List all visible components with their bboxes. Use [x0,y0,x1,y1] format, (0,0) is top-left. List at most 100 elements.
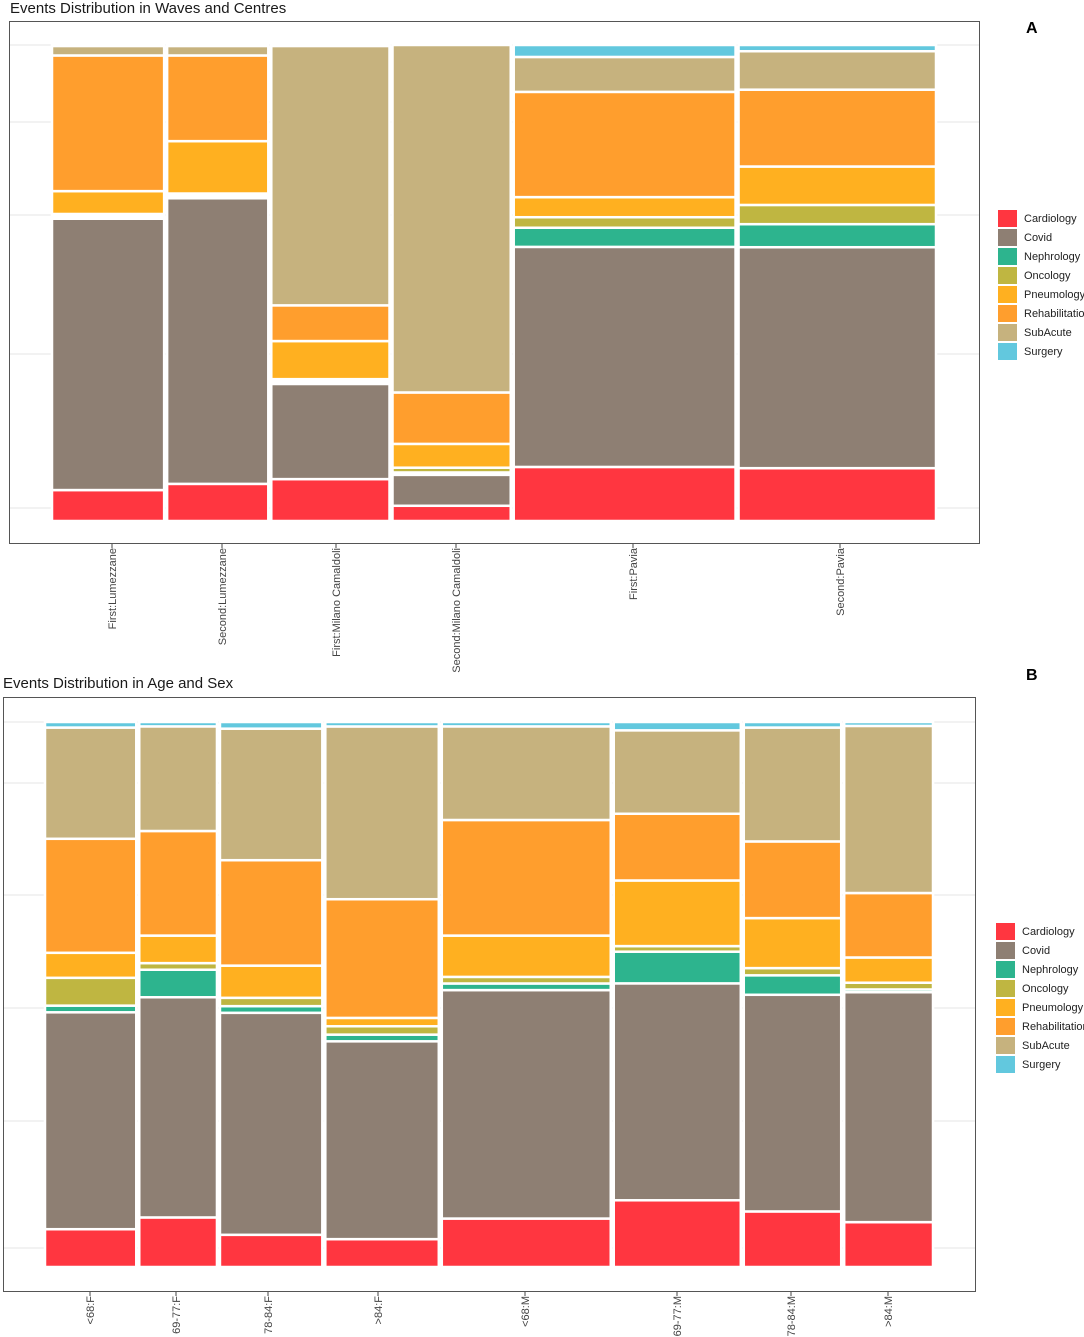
mosaic-tile-rehabilitation [270,304,391,343]
mosaic-tile-subacute [391,43,512,394]
mosaic-tile-surgery [612,720,743,732]
mosaic-column [138,720,219,1269]
mosaic-tile-rehabilitation [737,88,938,168]
mosaic-tile-pneumology [737,165,938,207]
legend-item-covid: Covid [996,941,1084,960]
mosaic-tile-subacute [842,724,935,895]
legend-label: Nephrology [1024,250,1081,263]
mosaic-tile-rehabilitation [842,891,935,959]
mosaic-column [440,720,613,1269]
legend-item-pneumology: Pneumology [998,285,1084,304]
legend-swatch [998,305,1017,322]
legend-label: Rehabilitation [1024,307,1084,320]
mosaic-tile-pneumology [742,916,843,970]
mosaic-tile-subacute [512,55,737,94]
mosaic-tile-cardiology [440,1217,613,1269]
legend-swatch [998,267,1017,284]
legend-swatch [996,942,1015,959]
legend-swatch [998,343,1017,360]
legend-label: Cardiology [1022,925,1075,938]
mosaic-tile-nephrology [612,950,743,985]
legend-label: SubAcute [1022,1039,1070,1052]
mosaic-tile-surgery [440,720,613,728]
mosaic-tile-cardiology [50,488,166,523]
mosaic-column [737,43,938,523]
chart-a-plot: First:Lumezzane Second:Lumezzane First:Mil… [10,43,979,673]
x-tick-label: 69-77:M [672,1296,684,1336]
mosaic-tile-rehabilitation [165,54,270,143]
mosaic-column [612,720,743,1269]
x-tick-label: 69-77:F [171,1296,183,1334]
mosaic-tile-covid [218,1011,324,1237]
legend-label: Pneumology [1024,288,1084,301]
x-tick-label: <68:F [85,1296,97,1325]
mosaic-tile-surgery [165,43,270,48]
legend-item-subacute: SubAcute [996,1036,1084,1055]
legend-label: Covid [1024,231,1053,244]
mosaic-tile-subacute [440,725,613,822]
mosaic-column [842,720,935,1269]
mosaic-tile-cardiology [612,1199,743,1269]
mosaic-tile-subacute [43,726,138,841]
legend-swatch [996,1056,1015,1073]
legend-label: Cardiology [1024,212,1077,225]
mosaic-tile-oncology [43,976,138,1007]
mosaic-tile-covid [270,382,391,481]
x-tick-label: Second:Lumezzane [217,548,229,645]
mosaic-tile-rehabilitation [391,391,512,446]
mosaic-column [50,43,166,523]
x-tick-label: First:Milano Camaldoli [331,548,343,657]
mosaic-tile-surgery [742,720,843,729]
x-tick-label: Second:Milano Camaldoli [451,548,463,673]
mosaic-tile-oncology [324,1025,441,1036]
mosaic-tile-pneumology [391,442,512,469]
legend-label: Oncology [1024,269,1071,282]
mosaic-tile-cardiology [737,466,938,523]
mosaic-tile-oncology [512,215,737,229]
legend-item-subacute: SubAcute [998,323,1084,342]
mosaic-tile-cardiology [742,1210,843,1269]
legend-label: Rehabilitation [1022,1020,1084,1033]
mosaic-tile-subacute [612,729,743,816]
mosaic-tile-surgery [270,43,391,48]
mosaic-tile-surgery [842,720,935,728]
legend-label: Pneumology [1022,1001,1084,1014]
mosaic-column [218,720,324,1269]
mosaic-tile-cardiology [138,1216,219,1269]
legend-item-cardiology: Cardiology [996,922,1084,941]
legend-item-nephrology: Nephrology [998,247,1084,266]
mosaic-tile-subacute [165,44,270,57]
mosaic-tile-covid [612,982,743,1202]
mosaic-tile-rehabilitation [218,858,324,967]
mosaic-tile-covid [512,245,737,469]
mosaic-tile-rehabilitation [440,818,613,937]
mosaic-tile-nephrology [737,222,938,249]
legend-item-rehabilitation: Rehabilitation [998,304,1084,323]
mosaic-tile-surgery [50,43,166,48]
chart-b-legend: Cardiology Covid Nephrology Oncology Pneumol… [996,922,1084,1074]
x-tick-label: >84:F [373,1296,385,1325]
mosaic-tile-nephrology [138,968,219,999]
legend-swatch [998,324,1017,341]
legend-label: Surgery [1024,345,1063,358]
mosaic-tile-pneumology [512,195,737,219]
mosaic-tile-surgery [218,720,324,730]
legend-swatch [998,286,1017,303]
mosaic-tile-rehabilitation [612,812,743,882]
mosaic-tile-pneumology [270,339,391,381]
legend-label: SubAcute [1024,326,1072,339]
mosaic-tile-cardiology [165,482,270,523]
mosaic-column [512,43,737,523]
mosaic-tile-subacute [737,49,938,91]
mosaic-tile-surgery [737,43,938,53]
mosaic-tile-cardiology [324,1237,441,1269]
mosaic-tile-cardiology [512,465,737,523]
mosaic-tile-covid [742,993,843,1213]
legend-label: Nephrology [1022,963,1079,976]
chart-a-title: Events Distribution in Waves and Centres [10,0,287,17]
mosaic-tile-covid [50,217,166,492]
mosaic-tile-surgery [43,720,138,729]
x-tick-label: >84:M [883,1296,895,1327]
mosaic-tile-covid [43,1011,138,1231]
legend-swatch [996,923,1015,940]
